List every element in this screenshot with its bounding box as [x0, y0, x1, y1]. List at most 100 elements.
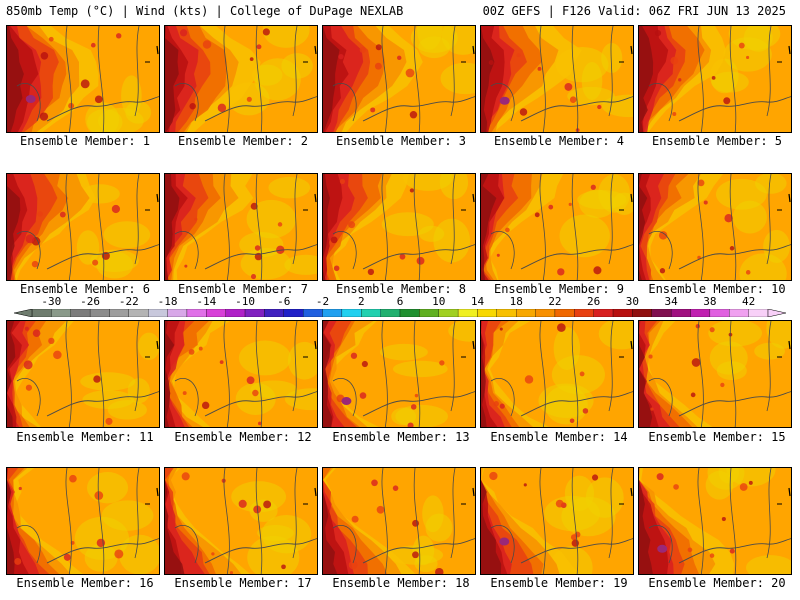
- colorbar-bin: [244, 309, 265, 317]
- ensemble-panel: [480, 173, 634, 281]
- colorbar-tick-label: -18: [157, 295, 178, 308]
- colorbar-tick-label: 38: [703, 295, 717, 308]
- colorbar-tick-label: -30: [41, 295, 62, 308]
- colorbar-bin: [748, 309, 769, 317]
- temperature-field-map: [7, 26, 159, 132]
- colorbar-bin: [690, 309, 711, 317]
- ensemble-member-label: Ensemble Member: 12: [174, 430, 312, 444]
- colorbar-bin: [264, 309, 284, 317]
- colorbar-bin: [89, 309, 110, 317]
- ensemble-panel: [322, 25, 476, 133]
- colorbar-bin: [399, 309, 420, 317]
- colorbar-bin: [380, 309, 401, 317]
- colorbar-bin: [438, 309, 459, 317]
- ensemble-member-label: Ensemble Member: 5: [651, 134, 783, 148]
- temperature-field-map: [481, 26, 633, 132]
- colorbar-tick-label: 2: [357, 295, 365, 308]
- colorbar-bin: [632, 309, 652, 317]
- colorbar-bin: [671, 309, 691, 317]
- temperature-colorbar: [14, 309, 786, 317]
- colorbar-bin: [186, 309, 207, 317]
- colorbar-tick-label: 34: [664, 295, 678, 308]
- ensemble-member-label: Ensemble Member: 11: [16, 430, 154, 444]
- colorbar-bin: [206, 309, 226, 317]
- ensemble-member-label: Ensemble Member: 9: [493, 282, 625, 296]
- colorbar-bin: [70, 309, 91, 317]
- colorbar-bin: [457, 309, 478, 317]
- ensemble-member-label: Ensemble Member: 3: [335, 134, 467, 148]
- ensemble-member-label: Ensemble Member: 10: [648, 282, 786, 296]
- temperature-field-map: [481, 321, 633, 427]
- colorbar-bin: [128, 309, 149, 317]
- colorbar-tick-label: 22: [548, 295, 562, 308]
- temperature-field-map: [323, 321, 475, 427]
- colorbar-tick-label: -26: [80, 295, 101, 308]
- colorbar-bin: [651, 309, 672, 317]
- colorbar-bin: [496, 309, 517, 317]
- ensemble-panel: [164, 173, 318, 281]
- colorbar-tick-label: 18: [509, 295, 523, 308]
- temperature-field-map: [639, 26, 791, 132]
- colorbar-bin: [574, 309, 594, 317]
- ensemble-panel: [638, 25, 792, 133]
- ensemble-member-label: Ensemble Member: 19: [490, 576, 628, 590]
- temperature-field-map: [639, 321, 791, 427]
- colorbar-bin: [612, 309, 633, 317]
- ensemble-member-label: Ensemble Member: 6: [19, 282, 151, 296]
- colorbar-bin: [535, 309, 556, 317]
- colorbar-tick-label: -22: [118, 295, 139, 308]
- colorbar-tick-label: 42: [742, 295, 756, 308]
- colorbar-bin: [148, 309, 168, 317]
- ensemble-member-label: Ensemble Member: 16: [16, 576, 154, 590]
- ensemble-member-label: Ensemble Member: 14: [490, 430, 628, 444]
- temperature-field-map: [165, 174, 317, 280]
- colorbar-tick-label: 26: [587, 295, 601, 308]
- temperature-field-map: [165, 468, 317, 574]
- ensemble-panel: [638, 173, 792, 281]
- temperature-field-map: [165, 26, 317, 132]
- run-info: 00Z GEFS | F126 Valid: 06Z FRI JUN 13 20…: [482, 4, 786, 18]
- temperature-field-map: [7, 174, 159, 280]
- page-title: 850mb Temp (°C) | Wind (kts) | College o…: [6, 4, 404, 18]
- ensemble-panel: [164, 320, 318, 428]
- ensemble-panel: [480, 320, 634, 428]
- colorbar-tick-label: 10: [432, 295, 446, 308]
- ensemble-member-label: Ensemble Member: 8: [335, 282, 467, 296]
- ensemble-member-label: Ensemble Member: 17: [174, 576, 312, 590]
- ensemble-panel: [6, 320, 160, 428]
- colorbar-bin: [709, 309, 730, 317]
- colorbar-bin: [109, 309, 129, 317]
- ensemble-panel: [322, 320, 476, 428]
- colorbar-bin: [516, 309, 536, 317]
- colorbar-bin: [283, 309, 304, 317]
- temperature-field-map: [323, 468, 475, 574]
- ensemble-panel: [480, 467, 634, 575]
- colorbar-max-arrow: [767, 309, 786, 317]
- colorbar-bin: [729, 309, 749, 317]
- ensemble-panel: [164, 467, 318, 575]
- ensemble-panel: [322, 467, 476, 575]
- temperature-field-map: [639, 468, 791, 574]
- ensemble-member-label: Ensemble Member: 15: [648, 430, 786, 444]
- colorbar-bin: [419, 309, 439, 317]
- temperature-field-map: [481, 174, 633, 280]
- colorbar-tick-label: -2: [315, 295, 330, 308]
- ensemble-panel: [480, 25, 634, 133]
- ensemble-member-label: Ensemble Member: 2: [177, 134, 309, 148]
- temperature-field-map: [639, 174, 791, 280]
- colorbar-min-arrow: [14, 309, 33, 317]
- colorbar-bin: [361, 309, 381, 317]
- colorbar-tick-label: 14: [470, 295, 485, 308]
- ensemble-panel: [6, 467, 160, 575]
- colorbar-tick-label: 30: [625, 295, 640, 308]
- temperature-field-map: [7, 468, 159, 574]
- colorbar-bin: [477, 309, 497, 317]
- ensemble-panel: [638, 320, 792, 428]
- temperature-field-map: [165, 321, 317, 427]
- ensemble-member-label: Ensemble Member: 1: [19, 134, 151, 148]
- colorbar-tick-label: 6: [396, 295, 404, 308]
- ensemble-member-label: Ensemble Member: 4: [493, 134, 625, 148]
- colorbar-tick-label: -6: [277, 295, 291, 308]
- colorbar-bin: [322, 309, 343, 317]
- ensemble-panel: [6, 173, 160, 281]
